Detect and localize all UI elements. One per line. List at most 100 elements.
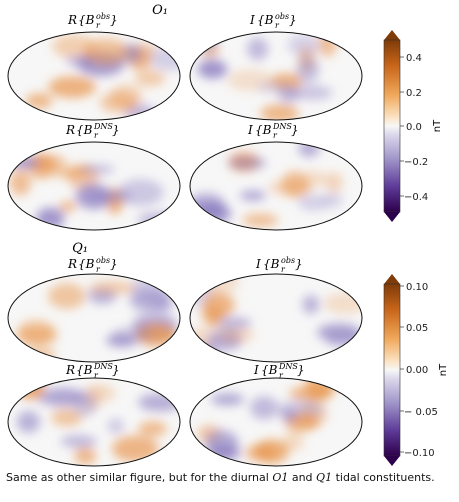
colorbar-tick: −0.10 [404, 448, 435, 459]
negative-anomaly [322, 192, 344, 208]
panel-title-o1-real-dns: R {B r DNS } [65, 122, 120, 140]
svg-text:{B: {B [261, 363, 278, 377]
svg-text:}: } [112, 363, 120, 377]
svg-text:r: r [94, 131, 99, 140]
svg-text:{B: {B [78, 13, 95, 27]
svg-text:r: r [273, 131, 278, 140]
svg-text:r: r [96, 265, 101, 274]
positive-anomaly [59, 200, 77, 213]
positive-anomaly [16, 327, 58, 346]
negative-anomaly [107, 418, 125, 434]
negative-anomaly [215, 316, 252, 329]
panel-title-q1-real-dns: R {B r DNS } [65, 362, 120, 380]
positive-anomaly [25, 93, 53, 109]
negative-anomaly [117, 179, 164, 207]
negative-anomaly [60, 435, 98, 448]
svg-text:}: } [110, 257, 118, 271]
panel-o1-imag-obs [189, 31, 363, 121]
negative-anomaly [110, 326, 154, 344]
field-anomalies [9, 153, 180, 230]
positive-anomaly [47, 282, 86, 309]
positive-anomaly [199, 274, 240, 295]
positive-anomaly [74, 447, 97, 465]
svg-text:r: r [281, 265, 286, 274]
colorbar-tick: 0.10 [406, 282, 428, 293]
svg-text:}: } [291, 123, 299, 137]
colorbar-top-arrow [384, 30, 400, 40]
group-title-q1: Q₁ [72, 241, 88, 256]
positive-anomaly [15, 378, 46, 400]
caption-text: tidal constituents. [332, 471, 435, 484]
field-anomalies [197, 378, 336, 464]
panel-title-o1-real-obs: R {B r obs } [67, 12, 118, 30]
field-anomalies [25, 34, 180, 120]
positive-anomaly [260, 104, 300, 120]
panel-title-q1-imag-obs: I {B r obs } [255, 256, 303, 274]
svg-text:r: r [94, 371, 99, 380]
positive-anomaly [134, 69, 166, 87]
colorbar-tick: −0.4 [404, 192, 428, 203]
svg-text:}: } [297, 363, 305, 377]
svg-text:DNS: DNS [272, 122, 292, 131]
colorbar-tick: 0.4 [406, 53, 422, 64]
panel-title-o1-imag-obs: I {B r obs } [249, 12, 297, 30]
colorbar-tick: 0.0 [406, 122, 422, 133]
svg-text:}: } [289, 13, 297, 27]
svg-text:obs: obs [281, 256, 295, 265]
positive-anomaly [99, 92, 138, 114]
negative-anomaly [257, 81, 294, 94]
svg-text:}: } [110, 13, 118, 27]
svg-text:{B: {B [255, 123, 272, 137]
svg-text:{B: {B [263, 257, 280, 271]
map-border [7, 377, 181, 467]
positive-anomaly [253, 439, 289, 464]
negative-anomaly [287, 34, 321, 56]
positive-anomaly [48, 76, 97, 99]
negative-anomaly [197, 59, 228, 79]
negative-anomaly [290, 85, 333, 101]
map-border [189, 377, 363, 467]
colorbar-bottom-arrow [384, 212, 400, 222]
colorbar-unit: nT [438, 363, 449, 376]
panel-title-q1-imag-dns: I {B r DNS } [253, 362, 305, 380]
svg-text:{B: {B [76, 363, 93, 377]
negative-anomaly [10, 157, 40, 168]
positive-anomaly [138, 421, 168, 437]
positive-anomaly [111, 435, 159, 463]
group-q1: Q₁ R {B r obs } I {B r obs } R {B r DNS … [7, 241, 449, 467]
group-title-o1: O₁ [152, 3, 168, 18]
field-anomalies [16, 275, 179, 361]
map-border [7, 141, 181, 231]
svg-text:DNS: DNS [278, 362, 298, 371]
negative-anomaly [16, 410, 41, 433]
field-anomalies [15, 378, 180, 465]
positive-anomaly [217, 326, 254, 344]
positive-anomaly [83, 38, 129, 66]
positive-anomaly [50, 408, 83, 427]
colorbar-o1: 0.4 0.2 0.0 −0.2 −0.4 nT [383, 30, 443, 222]
colorbar-bar [383, 283, 401, 457]
caption-text: Same as other similar figure, but for th… [6, 471, 273, 484]
positive-anomaly [202, 293, 235, 317]
colorbar-bar [383, 39, 401, 213]
negative-anomaly [297, 194, 330, 211]
negative-anomaly [148, 46, 180, 71]
negative-anomaly [137, 213, 180, 226]
negative-anomaly [80, 164, 115, 175]
colorbar-q1: 0.10 0.05 0.00 − 0.05 −0.10 nT [383, 274, 449, 466]
svg-text:R: R [65, 123, 75, 137]
negative-anomaly [246, 37, 269, 61]
colorbar-tick: 0.05 [406, 323, 428, 334]
svg-text:{B: {B [257, 13, 274, 27]
svg-text:obs: obs [96, 256, 110, 265]
positive-anomaly [242, 213, 279, 227]
caption-text: and [288, 471, 317, 484]
panel-o1-imag-dns [189, 141, 363, 231]
positive-anomaly [305, 378, 336, 401]
svg-text:R: R [67, 13, 77, 27]
map-border [7, 273, 181, 363]
positive-anomaly [9, 169, 32, 196]
svg-text:I: I [255, 257, 261, 271]
negative-anomaly [86, 190, 133, 202]
svg-text:DNS: DNS [93, 362, 113, 371]
